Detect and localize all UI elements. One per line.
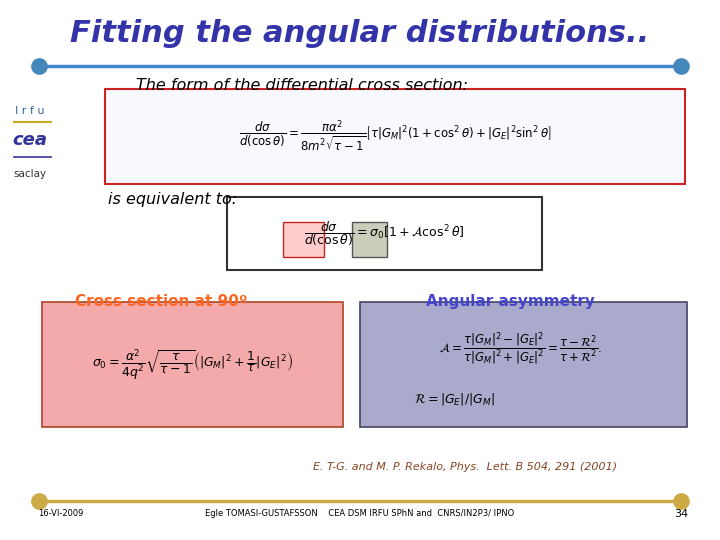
Text: I r f u: I r f u: [15, 106, 45, 116]
FancyBboxPatch shape: [105, 89, 685, 184]
FancyBboxPatch shape: [283, 222, 324, 256]
Text: 16-VI-2009: 16-VI-2009: [39, 509, 84, 518]
Text: $\mathcal{A} = \dfrac{\tau|G_M|^2 - |G_E|^2}{\tau|G_M|^2 + |G_E|^2} = \dfrac{\ta: $\mathcal{A} = \dfrac{\tau|G_M|^2 - |G_E…: [439, 330, 603, 367]
Text: The form of the differential cross section:: The form of the differential cross secti…: [136, 78, 469, 93]
FancyBboxPatch shape: [42, 302, 343, 427]
Text: cea: cea: [13, 131, 48, 150]
Text: $\dfrac{d\sigma}{d(\cos\theta)} = \dfrac{\pi\alpha^2}{8m^2\sqrt{\tau-1}}\left[\t: $\dfrac{d\sigma}{d(\cos\theta)} = \dfrac…: [239, 119, 552, 153]
FancyBboxPatch shape: [360, 302, 687, 427]
Text: E. T-G. and M. P. Rekalo, Phys.  Lett. B 504, 291 (2001): E. T-G. and M. P. Rekalo, Phys. Lett. B …: [312, 462, 617, 472]
Text: Cross section at 90º: Cross section at 90º: [75, 294, 247, 309]
FancyBboxPatch shape: [228, 197, 541, 270]
Text: Egle TOMASI-GUSTAFSSON    CEA DSM IRFU SPhN and  CNRS/IN2P3/ IPNO: Egle TOMASI-GUSTAFSSON CEA DSM IRFU SPhN…: [205, 509, 515, 518]
Text: Angular asymmetry: Angular asymmetry: [426, 294, 595, 309]
Text: is equivalent to:: is equivalent to:: [109, 192, 238, 207]
Text: $\mathcal{R} = |G_E|/|G_M|$: $\mathcal{R} = |G_E|/|G_M|$: [414, 390, 495, 407]
Text: saclay: saclay: [14, 169, 47, 179]
Text: Fitting the angular distributions..: Fitting the angular distributions..: [71, 19, 649, 48]
FancyBboxPatch shape: [351, 222, 387, 256]
Text: $\dfrac{d\sigma}{d(\cos\theta)} = \sigma_0\left[1 + \mathcal{A}\cos^2\theta\righ: $\dfrac{d\sigma}{d(\cos\theta)} = \sigma…: [304, 219, 464, 248]
Text: $\sigma_0 = \dfrac{\alpha^2}{4q^2}\sqrt{\dfrac{\tau}{\tau-1}}\left(|G_M|^2 + \df: $\sigma_0 = \dfrac{\alpha^2}{4q^2}\sqrt{…: [92, 347, 293, 382]
Text: 34: 34: [675, 509, 688, 519]
